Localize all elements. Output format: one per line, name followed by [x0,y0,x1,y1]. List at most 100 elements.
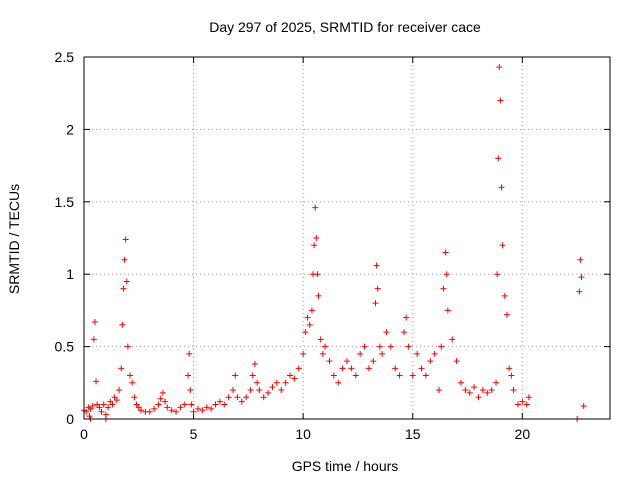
data-point [488,387,495,394]
data-point [357,350,364,357]
data-point [157,395,164,402]
data-point [442,249,449,256]
data-point [510,387,517,394]
data-point [123,278,130,285]
data-point [317,336,324,343]
data-point [225,394,232,401]
data-point [383,329,390,336]
data-point [376,343,383,350]
data-point [365,365,372,372]
data-point [475,394,482,401]
data-point [162,398,169,405]
data-point [168,407,175,414]
data-point [514,401,521,408]
data-point [230,387,237,394]
data-point [131,394,138,401]
data-point [315,292,322,299]
data-point [339,365,346,372]
x-tick-label: 10 [295,426,311,442]
data-point [86,413,93,420]
data-point [203,404,210,411]
data-point [525,394,532,401]
data-point [120,285,127,292]
data-point [254,379,261,386]
x-tick-label: 0 [80,426,88,442]
grid [84,57,610,419]
data-point [234,394,241,401]
data-point [105,404,112,411]
data-point [392,365,399,372]
data-point [499,242,506,249]
data-point [312,204,319,211]
data-point [159,389,166,396]
data-point [370,358,377,365]
data-point [221,401,228,408]
data-point [427,358,434,365]
data-point [372,300,379,307]
data-point [449,336,456,343]
plot-frame [83,56,611,420]
data-point [414,350,421,357]
data-point [151,405,158,412]
data-point [494,271,501,278]
data-point [100,401,107,408]
data-point [194,405,201,412]
data-point [188,401,195,408]
data-point [519,398,526,405]
data-point [313,235,320,241]
data-point [326,358,333,365]
axis-ticks: 0 5 10 15 20 0 0.5 1 1.5 2 2.5 [55,49,610,442]
data-point [247,387,254,394]
data-point [495,155,502,162]
data-point [314,271,321,278]
data-point [348,365,355,372]
data-point [300,350,307,357]
data-point [127,372,134,379]
data-point [361,343,368,350]
data-point [243,394,250,401]
data-point [462,387,469,394]
data-point [405,343,412,350]
data-point [311,242,318,249]
data-point [493,379,500,386]
data-point [118,365,125,372]
data-point [453,358,460,365]
data-point [155,401,162,408]
data-point [89,402,96,409]
data-point [508,372,515,379]
data-point [396,372,403,379]
data-point [93,378,100,385]
y-tick-label: 1.5 [55,194,75,210]
data-point [185,372,192,379]
data-point [113,397,120,404]
data-point [374,285,381,292]
data-point [96,404,103,411]
x-axis-label: GPS time / hours [292,458,399,474]
data-point [260,394,267,401]
data-point [576,288,583,295]
data-point [273,379,280,386]
data-point [400,329,407,336]
data-point [319,350,326,357]
data-point [249,372,256,379]
data-point [190,408,197,415]
data-point [471,384,478,391]
chart-title: Day 297 of 2025, SRMTID for receiver cac… [209,19,481,35]
data-point [216,398,223,405]
data-point [173,408,180,415]
x-tick-label: 15 [405,426,421,442]
x-tick-label: 5 [190,426,198,442]
data-point [496,64,503,71]
data-point [295,365,302,372]
data-point [577,256,584,263]
data-point [308,307,315,314]
data-point [438,343,445,350]
data-point [186,350,193,357]
data-point [98,408,105,415]
data-point [199,407,206,414]
y-tick-label: 0.5 [55,339,75,355]
data-point [238,398,245,405]
data-points [81,64,587,422]
data-point [302,329,309,336]
data-point [251,360,258,367]
